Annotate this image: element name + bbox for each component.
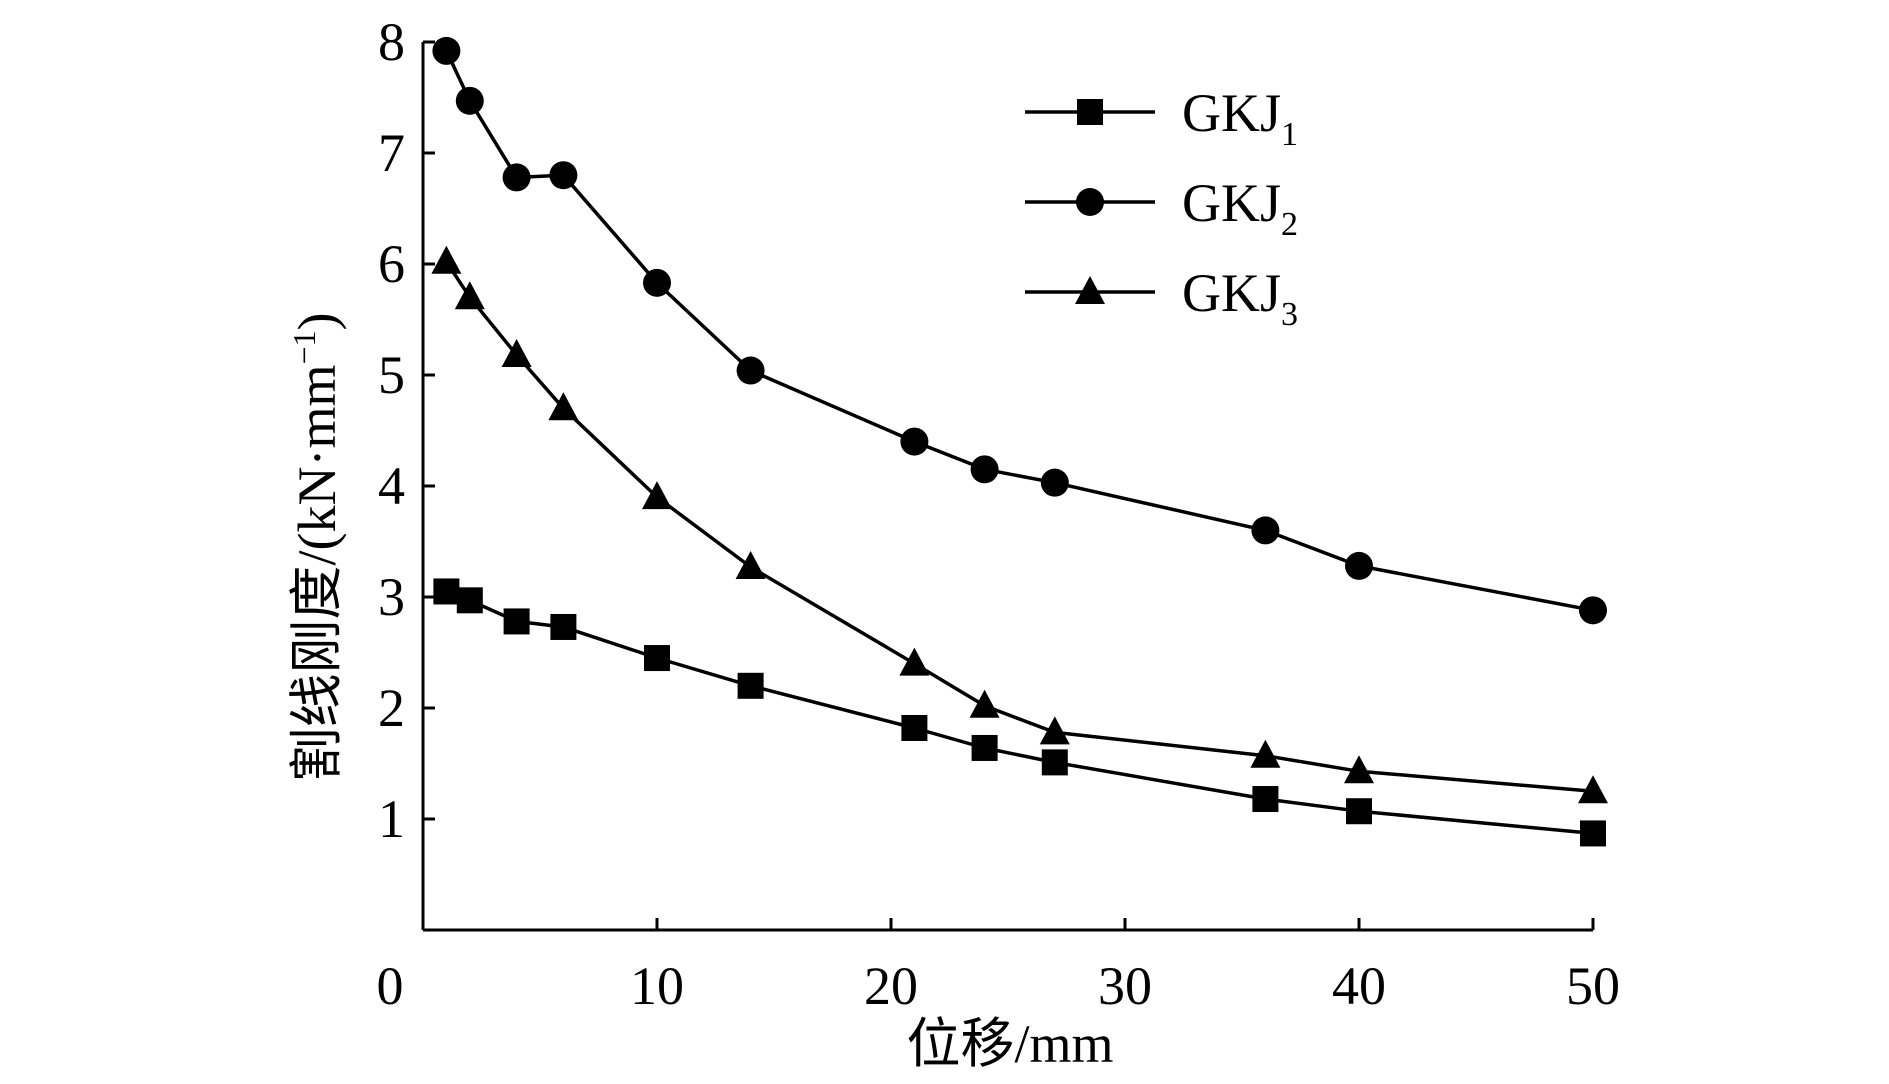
data-point	[503, 608, 530, 635]
data-point	[900, 427, 929, 456]
y-axis-label: 割线刚度/(kN·mm−1)	[286, 312, 347, 781]
series-GKJ1	[433, 578, 1606, 847]
data-point	[1040, 468, 1069, 497]
legend-label-sub: 1	[1281, 116, 1298, 153]
x-tick-label: 0	[377, 956, 404, 1016]
y-axis-label-close: )	[287, 312, 347, 330]
data-point	[502, 163, 531, 192]
x-ticks: 0 10 20 30 40 50	[377, 918, 1620, 1016]
x-axis-label: 位移/mm	[906, 1014, 1113, 1074]
y-tick-label: 3	[378, 567, 405, 627]
data-point	[970, 455, 999, 484]
series-layer	[431, 36, 1608, 847]
legend-marker	[1077, 99, 1103, 125]
x-tick-label: 10	[630, 956, 684, 1016]
data-point	[901, 714, 928, 741]
x-tick-label: 50	[1566, 956, 1620, 1016]
legend-marker	[1076, 188, 1104, 216]
x-tick-label: 40	[1332, 956, 1386, 1016]
data-point	[433, 578, 460, 605]
data-point	[1252, 786, 1279, 813]
data-point	[1346, 798, 1372, 825]
data-point	[549, 161, 578, 190]
data-point	[1578, 775, 1608, 804]
data-point	[432, 36, 461, 65]
legend-item-GKJ1: GKJ1	[1025, 83, 1298, 153]
y-tick-label: 2	[378, 678, 405, 738]
legend-item-GKJ2: GKJ2	[1025, 173, 1298, 243]
data-point	[735, 551, 766, 580]
data-point	[431, 245, 462, 274]
data-point	[899, 647, 930, 676]
axes	[421, 42, 1593, 932]
data-point	[550, 613, 577, 640]
y-ticks: 1 2 3 4 5 6 7 8	[378, 12, 435, 849]
x-tick-label: 30	[1098, 956, 1152, 1016]
legend-label: GKJ3	[1182, 263, 1298, 333]
data-point	[1580, 820, 1606, 847]
legend-label-main: GKJ	[1182, 263, 1281, 323]
data-point	[456, 587, 483, 614]
legend-label-sub: 2	[1281, 206, 1298, 243]
series-GKJ3	[431, 245, 1608, 804]
data-point	[548, 392, 579, 421]
legend-label-main: GKJ	[1182, 173, 1281, 233]
data-point	[971, 734, 998, 761]
data-point	[1345, 551, 1373, 580]
data-point	[454, 281, 485, 310]
legend-label-main: GKJ	[1182, 83, 1281, 143]
series-line	[445, 589, 1594, 836]
legend-label: GKJ1	[1182, 83, 1298, 153]
legend-item-GKJ3: GKJ3	[1025, 263, 1298, 333]
series-line	[444, 260, 1594, 794]
legend-marker	[1075, 276, 1105, 304]
series-GKJ2	[432, 36, 1607, 625]
data-point	[501, 339, 532, 368]
series-line	[444, 50, 1594, 613]
data-point	[1251, 516, 1280, 545]
data-point	[737, 672, 764, 699]
y-tick-label: 1	[378, 789, 405, 849]
data-point	[1579, 596, 1607, 625]
y-axis-label-sup: −1	[286, 330, 322, 364]
data-point	[969, 689, 1000, 718]
data-point	[1041, 749, 1068, 776]
y-tick-label: 6	[378, 234, 405, 294]
data-point	[1344, 755, 1374, 784]
y-tick-label: 4	[378, 456, 405, 516]
data-point	[455, 86, 484, 115]
data-point	[643, 268, 671, 297]
data-point	[1250, 739, 1281, 768]
y-axis-label-main: 割线刚度/(kN·mm	[287, 365, 347, 782]
y-tick-label: 5	[378, 345, 405, 405]
data-point	[736, 356, 765, 385]
legend-label: GKJ2	[1182, 173, 1298, 243]
data-point	[1039, 716, 1070, 745]
legend-label-sub: 3	[1281, 296, 1298, 333]
data-point	[642, 481, 672, 510]
y-tick-label: 8	[378, 12, 405, 72]
x-tick-label: 20	[864, 956, 918, 1016]
data-point	[644, 645, 670, 672]
y-tick-label: 7	[378, 123, 405, 183]
